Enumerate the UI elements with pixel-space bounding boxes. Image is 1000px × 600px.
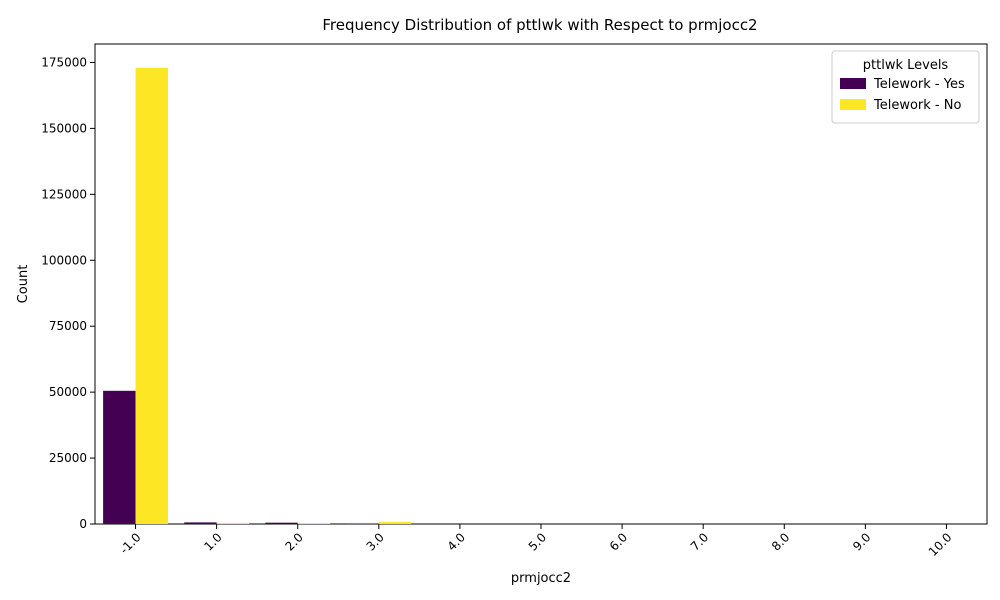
x-axis: -1.0 1.0 2.0 3.0 4.0 5.0 6.0 7.0 8.0 9.0 10.0 — [117, 524, 955, 559]
x-tick-label: 7.0 — [688, 530, 711, 553]
bar-2.0-telework---no — [297, 523, 331, 524]
legend-label: Telework - No — [873, 98, 961, 113]
bars-group — [103, 67, 412, 524]
legend-swatch — [840, 99, 866, 110]
bar-3.0-telework---no — [378, 521, 412, 524]
legend: pttlwk Levels Telework - Yes Telework - N… — [831, 50, 980, 124]
legend-box — [831, 50, 980, 124]
legend-title: pttlwk Levels — [863, 58, 949, 73]
y-tick-label: 50000 — [49, 385, 87, 399]
x-tick-label: 4.0 — [445, 530, 468, 553]
x-tick-label: 1.0 — [201, 530, 224, 553]
bar-2.0-telework---yes — [265, 522, 298, 524]
y-tick-label: 175000 — [41, 55, 87, 69]
x-tick-label: 2.0 — [282, 530, 305, 553]
legend-label: Telework - Yes — [873, 77, 965, 92]
y-tick-label: 100000 — [41, 253, 87, 267]
bar--1.0-telework---no — [135, 67, 168, 524]
legend-items: Telework - Yes Telework - No — [840, 77, 965, 113]
x-tick-label: 6.0 — [607, 530, 630, 553]
x-tick-label: 8.0 — [769, 530, 792, 553]
x-tick-label: 3.0 — [364, 530, 387, 553]
x-axis-label: prmjocc2 — [511, 571, 571, 586]
chart-title: Frequency Distribution of pttlwk with Re… — [322, 16, 757, 34]
y-tick-label: 150000 — [41, 121, 87, 135]
x-tick-label: -1.0 — [117, 530, 143, 556]
y-tick-label: 75000 — [49, 319, 87, 333]
x-tick-label: 5.0 — [526, 530, 549, 553]
y-tick-label: 125000 — [41, 187, 87, 201]
y-tick-label: 0 — [79, 517, 87, 531]
bar-1.0-telework---yes — [184, 522, 217, 524]
bar--1.0-telework---yes — [103, 390, 136, 524]
x-tick-label: 10.0 — [926, 530, 955, 559]
bar-1.0-telework---no — [216, 522, 250, 524]
y-axis-label: Count — [16, 265, 31, 304]
y-tick-label: 25000 — [49, 451, 87, 465]
x-tick-label: 9.0 — [850, 530, 873, 553]
y-axis: 0 25000 50000 75000 100000 125000 150000 175000 — [41, 55, 95, 531]
legend-swatch — [840, 78, 866, 89]
